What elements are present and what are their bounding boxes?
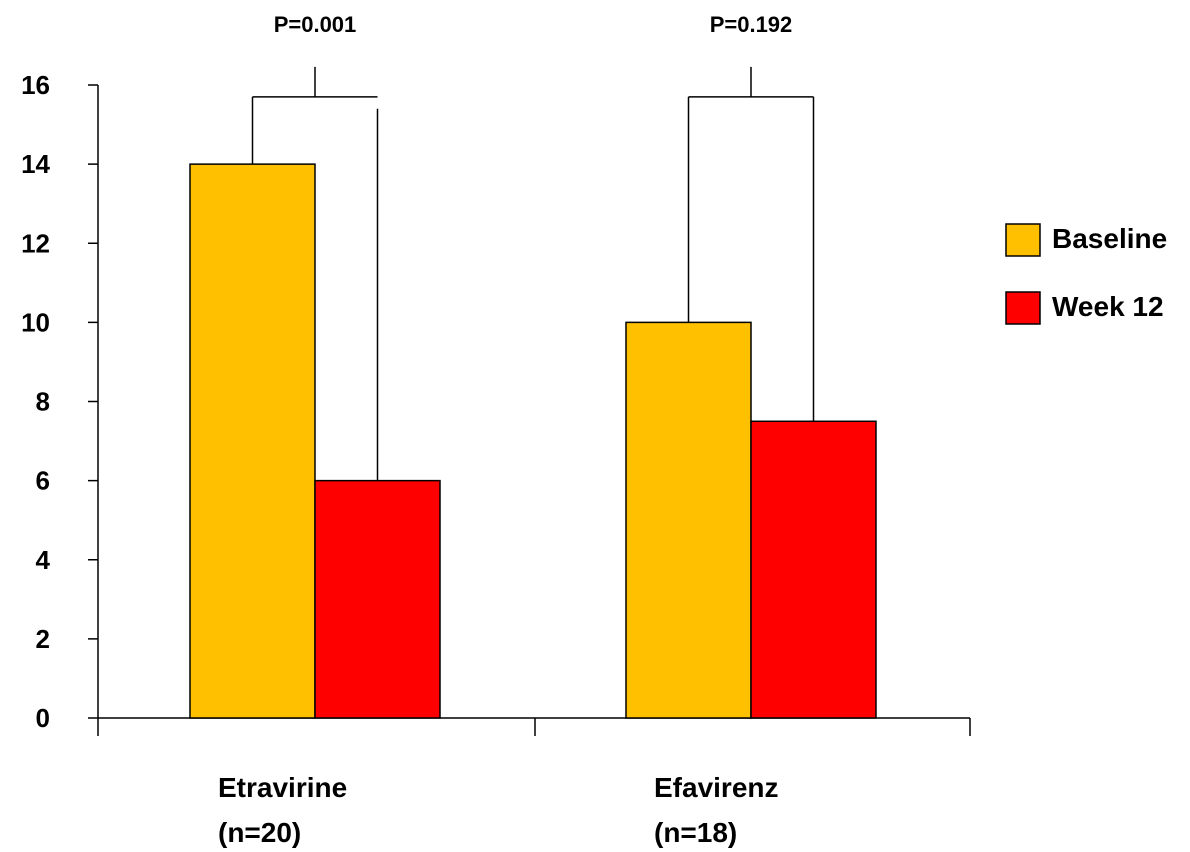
y-tick-label: 14 — [21, 149, 50, 179]
y-tick-label: 6 — [36, 466, 50, 496]
bar-baseline-1 — [625, 321, 752, 719]
legend-swatch — [1005, 291, 1041, 325]
significance-brackets — [251, 66, 815, 481]
legend-swatch — [1005, 223, 1041, 257]
category-sublabel: (n=20) — [218, 817, 301, 848]
y-tick-label: 16 — [21, 70, 50, 100]
category-label: Efavirenz — [654, 772, 779, 803]
legend-label: Week 12 — [1052, 291, 1164, 322]
bars — [189, 163, 877, 719]
p-value-label: P=0.001 — [274, 12, 357, 37]
y-tick-label: 0 — [36, 703, 50, 733]
p-value-label: P=0.192 — [710, 12, 793, 37]
bar-week12-1 — [750, 420, 877, 719]
category-label: Etravirine — [218, 772, 347, 803]
y-tick-label: 4 — [36, 545, 51, 575]
category-sublabel: (n=18) — [654, 817, 737, 848]
bar-baseline-0 — [189, 163, 316, 719]
legend-label: Baseline — [1052, 223, 1167, 254]
y-tick-label: 12 — [21, 228, 50, 258]
legend: Baseline Week 12 — [1005, 223, 1167, 325]
bar-week12-0 — [314, 479, 441, 719]
y-tick-label: 8 — [36, 387, 50, 417]
y-tick-label: 2 — [36, 624, 50, 654]
y-tick-label: 10 — [21, 307, 50, 337]
labels: 0 2 4 6 8 10 12 14 16 Etravirine (n=20) Efavirenz (n… — [21, 12, 792, 848]
